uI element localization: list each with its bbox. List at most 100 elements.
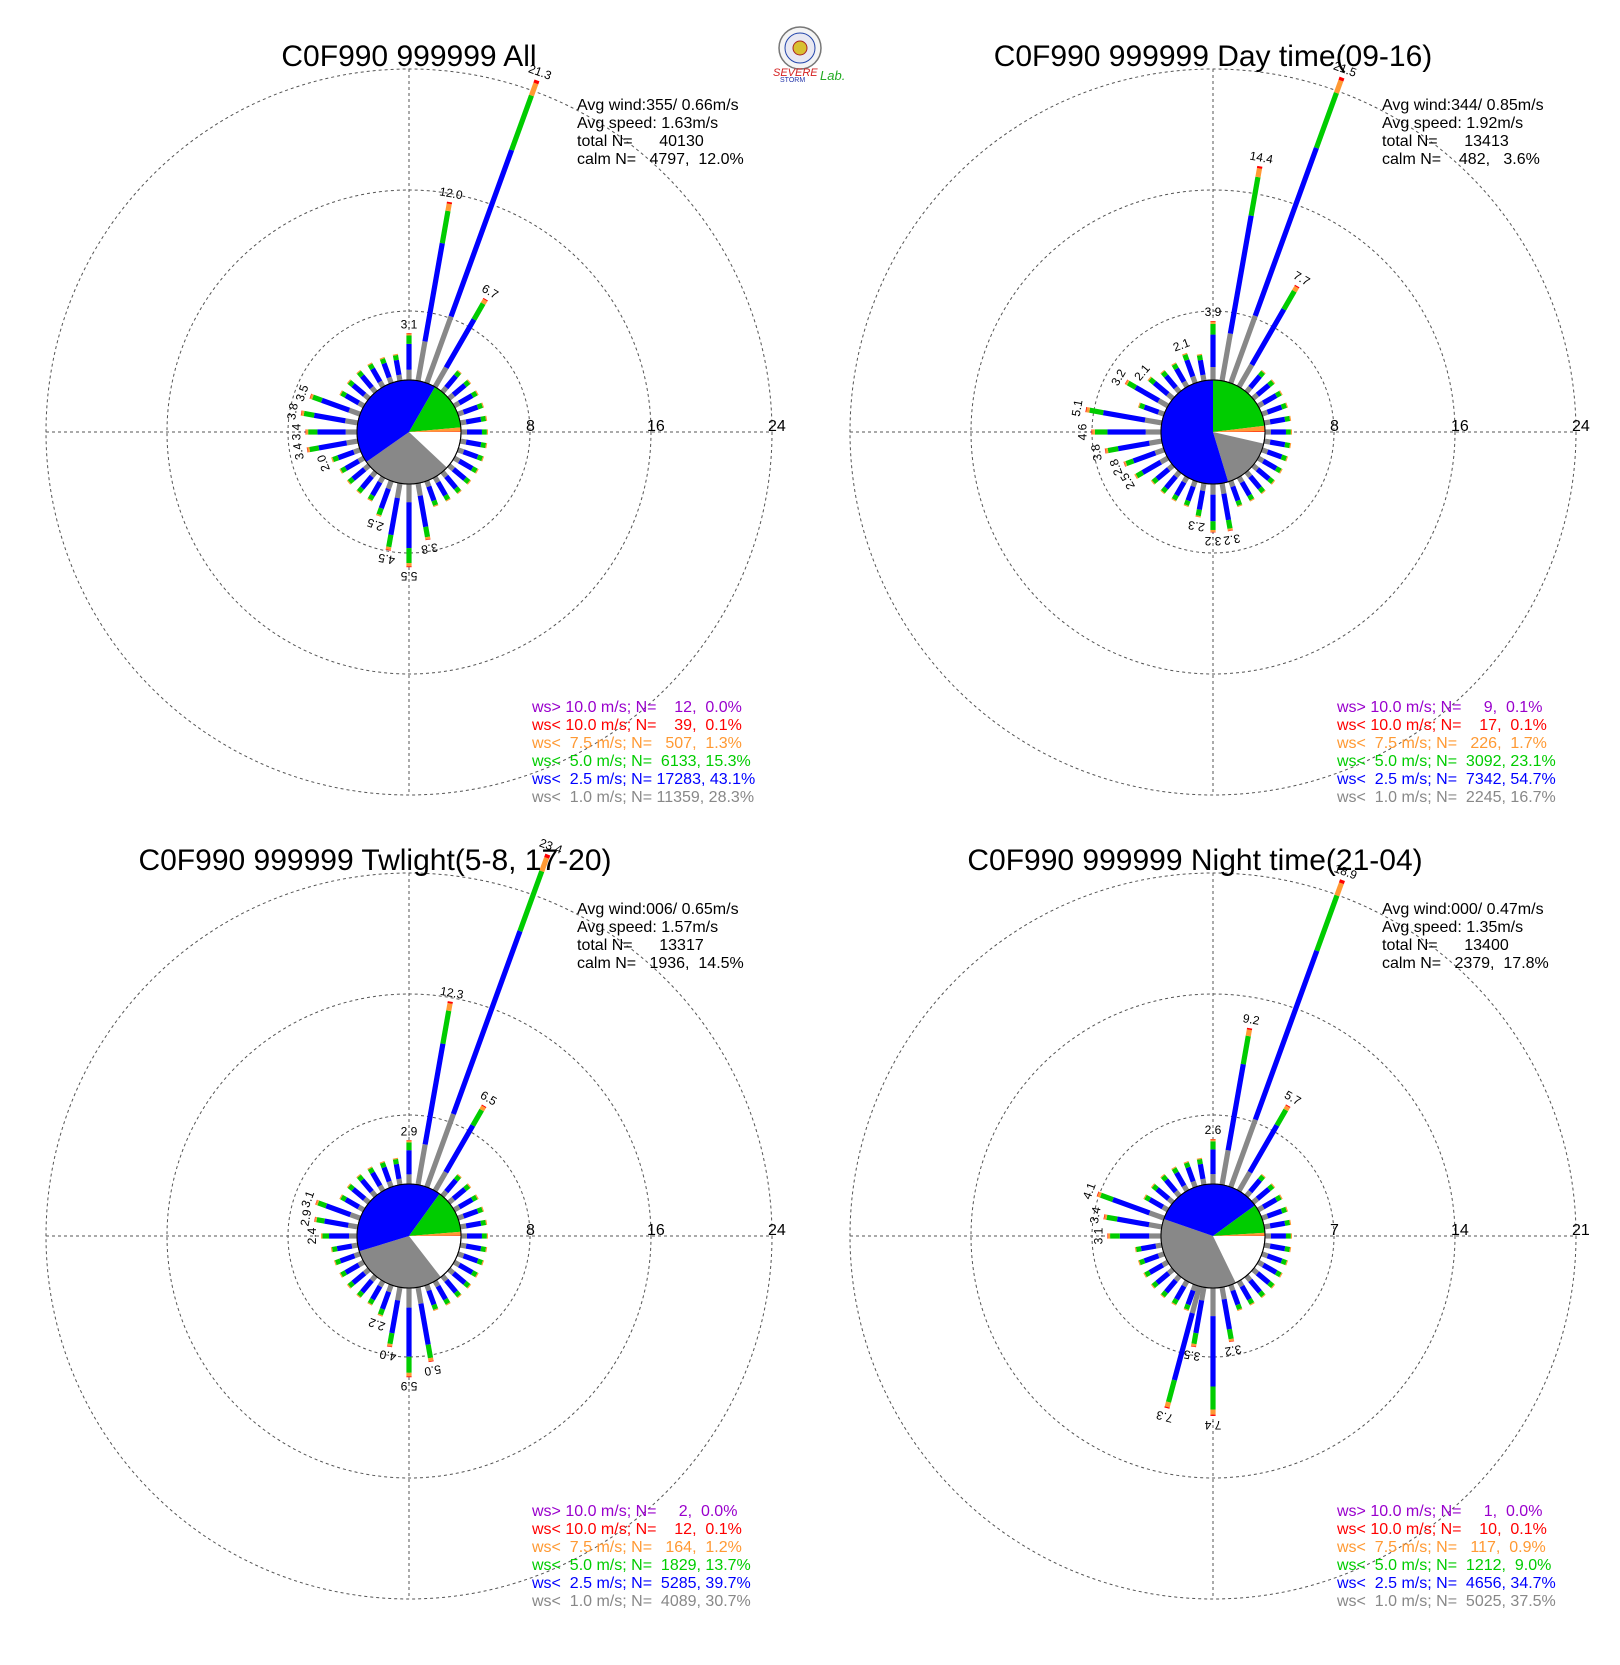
ring-label: 24 [1572,418,1590,435]
wind-bar-segment [406,502,411,548]
ring-label: 24 [768,418,786,435]
chart-title: C0F990 999999 Twlight(5-8, 17-20) [138,844,611,877]
wind-bar-segment [393,1159,399,1165]
wind-bar-segment [406,484,411,502]
severe-storm-lab-logo: SEVERE STORM Lab. [773,27,845,84]
wind-bar-segment [1210,335,1215,367]
wind-bar-segment [461,429,467,434]
bar-value-label: 2.0 [314,453,333,474]
wind-bar-segment [406,334,411,336]
stat-calm: calm N= 1936, 14.5% [577,955,744,972]
wind-bar-segment [458,1263,474,1275]
bar-value-label: 3.5 [293,383,312,404]
wind-bar-segment [351,383,366,397]
wind-bar-segment [1174,1172,1186,1188]
wind-bar-segment [1110,1233,1120,1238]
legend-entry: ws> 10.0 m/s; N= 2, 0.0% [531,1503,737,1520]
wind-bar-segment [406,1150,411,1174]
wind-bar-segment [415,341,427,381]
wind-bar-segment [1149,1210,1165,1220]
wind-bar-segment [1149,438,1162,445]
wind-bar-segment [345,459,361,471]
wind-bar-segment [1262,1263,1278,1275]
stat-avg-speed: Avg speed: 1.57m/s [577,919,718,936]
bar-value-label: 2.5 [365,515,386,534]
wind-bar-segment [1286,429,1291,434]
wind-bar-segment [415,483,422,496]
wind-bar-segment [1134,385,1160,403]
bar-value-label: 14.4 [1249,149,1275,167]
bar-value-label: 2.9 [298,1208,315,1227]
wind-bar-segment [418,1303,430,1345]
wind-bar-segment [1164,475,1178,490]
wind-bar-segment [1210,495,1215,522]
wind-bar-segment [370,481,382,497]
wind-bar-segment [406,1142,411,1150]
wind-bar-segment [436,1285,448,1301]
legend-entry: ws< 7.5 m/s; N= 164, 1.2% [531,1539,742,1556]
bar-value-label: 3.4 [290,442,307,461]
legend-entry: ws< 5.0 m/s; N= 3092, 23.1% [1336,753,1556,770]
wind-bar-segment [1256,1187,1271,1201]
legend-entry: ws< 2.5 m/s; N= 5285, 39.7% [531,1575,751,1592]
chart-title: C0F990 999999 Day time(09-16) [994,40,1433,73]
wind-bar-segment [422,243,444,342]
wind-bar-segment [1284,1220,1290,1226]
legend-entry: ws< 2.5 m/s; N= 17283, 43.1% [531,771,755,788]
wind-bar-segment [1267,1209,1283,1219]
ring-label: 21 [1572,1222,1590,1239]
wind-bar-segment [1198,1164,1206,1180]
wind-bar-segment [1222,1299,1232,1330]
wind-bar-segment [1210,521,1215,530]
wind-bar-segment [423,1043,446,1145]
wind-bar-segment [1230,486,1240,502]
wind-bar-segment [1210,484,1215,495]
wind-bar-segment [314,413,346,424]
wind-bar-segment [393,355,399,361]
wind-bar-segment [1166,1379,1177,1402]
wind-bar-segment [337,1244,353,1252]
wind-bar-segment [1191,1333,1198,1345]
wind-bar-segment [444,374,458,389]
wind-bar-segment [1226,519,1233,528]
wind-bar-segment [406,1288,411,1308]
legend-entry: ws< 5.0 m/s; N= 1829, 13.7% [531,1557,751,1574]
wind-bar-segment [426,1344,433,1358]
ring-label: 16 [1451,418,1469,435]
legend-entry: ws< 1.0 m/s; N= 5025, 37.5% [1336,1593,1556,1610]
legend-entry: ws< 10.0 m/s; N= 17, 0.1% [1336,717,1547,734]
bar-value-label: 12.3 [439,984,465,1002]
wind-bar-segment [1226,1064,1246,1151]
bar-value-label: 2.4 [305,1227,319,1244]
ring-label: 7 [1330,1222,1339,1239]
wind-bar-segment [332,1246,338,1252]
wind-bar-segment [467,429,482,434]
bar-value-label: 3.2 [1108,366,1129,388]
wind-bar-segment [1248,374,1262,389]
wind-bar-segment [1149,1197,1165,1209]
ring-label: 16 [647,1222,665,1239]
wind-bar-segment [1103,410,1146,422]
stat-calm: calm N= 482, 3.6% [1382,151,1540,168]
wind-bar-segment [1284,1246,1290,1252]
legend-entry: ws< 7.5 m/s; N= 117, 0.9% [1336,1539,1546,1556]
legend-entry: ws> 10.0 m/s; N= 12, 0.0% [531,699,742,716]
wind-bar-segment [444,1279,458,1294]
ring-label: 8 [1330,418,1339,435]
bar-value-label: 3.1 [401,317,418,331]
wind-bar-segment [466,1244,482,1252]
wind-bar-segment [306,429,308,434]
wind-bar-segment [440,211,451,244]
wind-bar-segment [360,1279,374,1294]
wind-bar-segment [323,1233,330,1238]
bar-value-label: 3.4 [290,423,304,440]
wind-bar-segment [426,486,436,502]
wind-bar-segment [1133,451,1157,464]
legend-entry: ws< 10.0 m/s; N= 12, 0.1% [531,1521,742,1538]
wind-bar-segment [1120,1233,1149,1238]
wind-bar-segment [1270,1221,1286,1229]
bar-value-label: 2.1 [1171,335,1192,354]
wind-bar-segment [345,1263,361,1275]
bar-value-label: 3.2 [1223,1342,1242,1359]
wind-bar-segment [1284,416,1290,422]
